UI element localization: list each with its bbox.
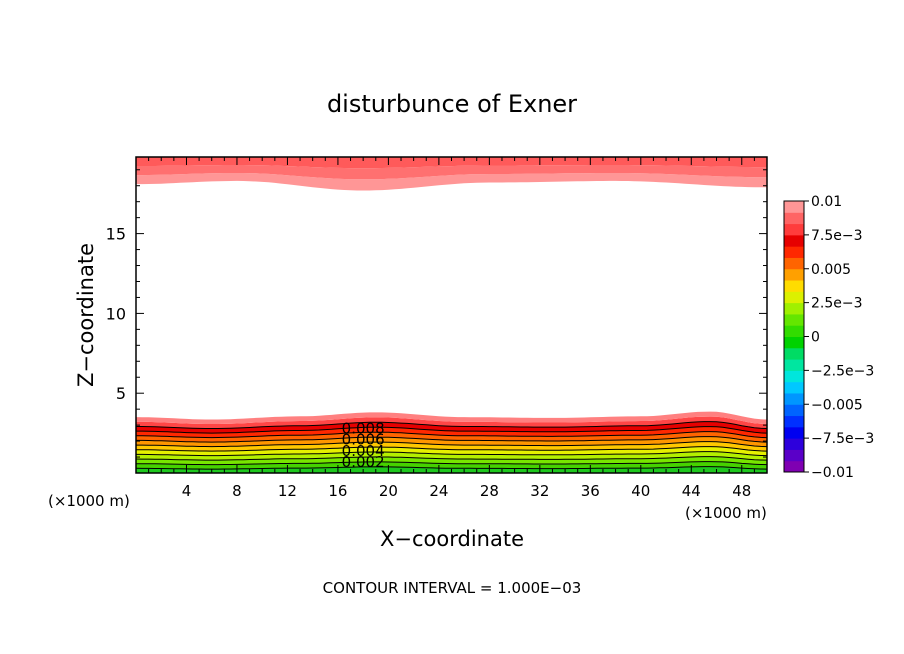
colorbar-label: −0.01 <box>811 465 854 481</box>
contour-band-5 <box>136 446 767 456</box>
contour-band-12 <box>136 411 767 424</box>
contour-band-3 <box>136 456 767 465</box>
colorbar-swatch <box>784 291 804 304</box>
y-axis-label: Z−coordinate <box>74 243 98 387</box>
colorbar-label: 2.5e−3 <box>811 296 863 312</box>
colorbar-swatch <box>784 336 804 349</box>
colorbar-swatch <box>784 223 804 236</box>
colorbar-swatch <box>784 268 804 281</box>
contour-line-2 <box>136 461 768 466</box>
contour-line-7 <box>136 436 768 443</box>
colorbar-label: −2.5e−3 <box>811 363 874 379</box>
contour-band-6 <box>136 441 767 452</box>
plot-area <box>135 157 768 473</box>
colorbar-swatch <box>784 438 804 450</box>
contour-label: 0.002 <box>342 453 385 471</box>
colorbar-swatch <box>784 449 804 462</box>
contour-band-4 <box>136 451 767 461</box>
colorbar-label: 0.005 <box>811 262 851 278</box>
chart-title: disturbunce of Exner <box>327 90 577 118</box>
contour-line-10 <box>136 421 768 429</box>
contour-label: 0.004 <box>342 442 385 460</box>
colorbar: 0.01 7.5e−3 0.005 2.5e−3 0 −2.5e−3 −0.005 −7.5e… <box>783 194 874 481</box>
contour-label: 0.008 <box>342 420 385 438</box>
colorbar-label: 0 <box>811 330 820 346</box>
x-axis-label: X−coordinate <box>380 527 524 551</box>
colorbar-swatch <box>784 404 804 417</box>
x-tick-label: 44 <box>682 482 701 500</box>
x-tick-label: 40 <box>631 482 650 500</box>
x-tick-label: 16 <box>328 482 347 500</box>
x-tick-label: 8 <box>232 482 242 500</box>
contour-line-3 <box>135 456 768 461</box>
colorbar-swatch <box>784 460 804 473</box>
colorbar-label: 7.5e−3 <box>811 228 863 244</box>
colorbar-swatch <box>784 325 804 337</box>
colorbar-label: 0.01 <box>811 194 842 210</box>
x-tick-label: 12 <box>278 482 297 500</box>
contour-line-4 <box>136 451 768 457</box>
colorbar-swatch <box>784 392 804 405</box>
x-tick-label: 36 <box>581 482 600 500</box>
x-tick-label: 32 <box>530 482 549 500</box>
x-unit-right: (×1000 m) <box>685 504 767 522</box>
contour-line-9 <box>136 426 768 434</box>
contour-line-8 <box>136 431 768 439</box>
colorbar-swatch <box>784 426 804 439</box>
colorbar-swatch <box>784 201 804 213</box>
y-tick-label: 10 <box>106 304 126 323</box>
x-tick-label: 24 <box>429 482 448 500</box>
colorbar-swatch <box>784 257 804 270</box>
top-band-2 <box>136 165 767 180</box>
x-tick-label: 20 <box>379 482 398 500</box>
contour-label: 0.006 <box>342 431 385 449</box>
top-band-3 <box>136 157 767 169</box>
contour-line-1 <box>135 466 768 470</box>
colorbar-label: −0.005 <box>811 397 863 413</box>
colorbar-swatch <box>784 212 804 225</box>
y-axis: 5 10 15 <box>106 169 767 458</box>
y-tick-label: 5 <box>116 384 126 403</box>
colorbar-swatch <box>784 370 804 383</box>
x-tick-label: 28 <box>480 482 499 500</box>
x-unit-left: (×1000 m) <box>48 492 130 510</box>
colorbar-swatch <box>784 280 804 292</box>
colorbar-swatch <box>784 313 804 326</box>
contour-band-7 <box>136 436 767 447</box>
colorbar-swatch <box>784 359 804 371</box>
colorbar-swatch <box>784 302 804 315</box>
colorbar-swatch <box>784 415 804 428</box>
x-tick-label: 48 <box>732 482 751 500</box>
x-tick-label: 4 <box>182 482 192 500</box>
colorbar-swatch <box>784 381 804 394</box>
contour-interval-note: CONTOUR INTERVAL = 1.000E−03 <box>323 579 582 597</box>
x-axis: 4 8 12 16 20 24 28 32 36 40 44 48 <box>148 157 755 500</box>
colorbar-swatch <box>784 234 804 247</box>
y-tick-label: 15 <box>106 225 126 244</box>
colorbar-label: −7.5e−3 <box>811 431 874 447</box>
contour-line-6 <box>136 441 768 448</box>
contour-line-5 <box>136 446 768 452</box>
top-band-1 <box>136 173 767 191</box>
colorbar-swatch <box>784 246 804 258</box>
colorbar-swatch <box>784 347 804 360</box>
